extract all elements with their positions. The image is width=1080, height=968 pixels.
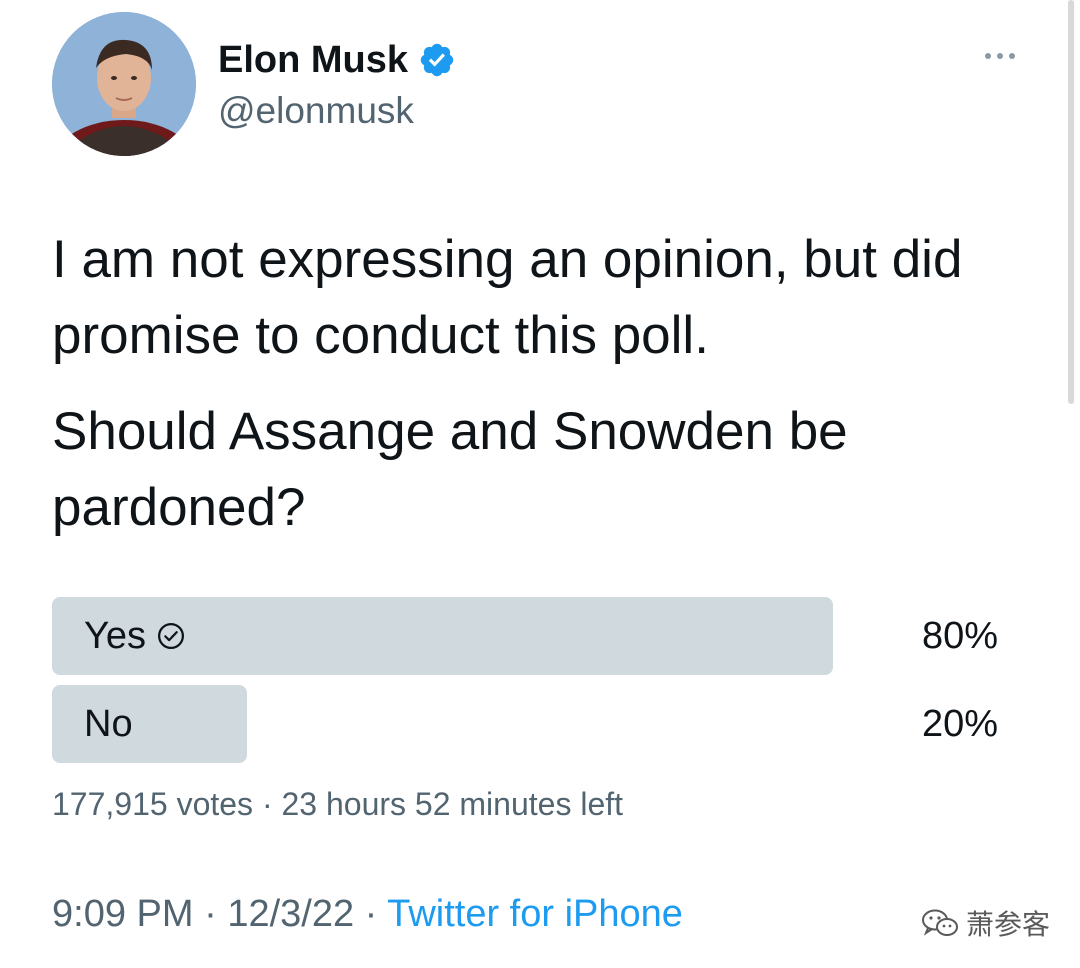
tweet-timestamp: 9:09 PM · 12/3/22 · Twitter for iPhone xyxy=(52,893,683,936)
poll-bar-fill xyxy=(52,685,247,763)
watermark: 萧参客 xyxy=(920,903,1050,943)
avatar[interactable] xyxy=(52,12,196,156)
separator-dot: · xyxy=(364,893,378,935)
more-dots-icon xyxy=(1009,53,1015,59)
author-name[interactable]: Elon Musk xyxy=(218,38,409,81)
wechat-icon xyxy=(922,909,958,936)
separator-dot: · xyxy=(204,893,217,935)
more-dots-icon xyxy=(985,53,991,59)
more-options-button[interactable] xyxy=(985,44,1025,68)
poll-option-no[interactable]: No 20% xyxy=(52,685,998,763)
tweet-paragraph: Should Assange and Snowden be pardoned? xyxy=(52,402,848,537)
author-handle[interactable]: @elonmusk xyxy=(218,90,414,131)
source-link[interactable]: Twitter for iPhone xyxy=(387,893,683,935)
tweet-paragraph: I am not expressing an opinion, but did … xyxy=(52,230,963,365)
verified-badge-icon xyxy=(420,43,454,77)
check-circle-icon xyxy=(158,623,184,649)
poll-percentage: 80% xyxy=(921,614,998,657)
poll-option-label: No xyxy=(84,685,133,763)
separator-dot: · xyxy=(261,786,273,822)
scrollbar[interactable] xyxy=(1068,0,1074,404)
poll-option-text: No xyxy=(84,702,133,745)
poll-option-label: Yes xyxy=(84,597,186,675)
poll-percentage: 20% xyxy=(921,702,998,745)
watermark-text: 萧参客 xyxy=(966,909,1051,940)
avatar-image xyxy=(52,12,196,156)
poll-option-text: Yes xyxy=(84,614,146,657)
time-left: 23 hours 52 minutes left xyxy=(281,786,624,822)
author-name-row: Elon Musk xyxy=(218,36,456,84)
tweet-time[interactable]: 9:09 PM xyxy=(52,893,194,935)
more-dots-icon xyxy=(997,53,1003,59)
tweet-text: I am not expressing an opinion, but did … xyxy=(52,222,1042,546)
poll-meta: 177,915 votes · 23 hours 52 minutes left xyxy=(52,786,623,823)
tweet-date[interactable]: 12/3/22 xyxy=(227,893,355,935)
vote-count: 177,915 votes xyxy=(52,786,254,822)
poll-option-yes[interactable]: Yes 80% xyxy=(52,597,998,675)
